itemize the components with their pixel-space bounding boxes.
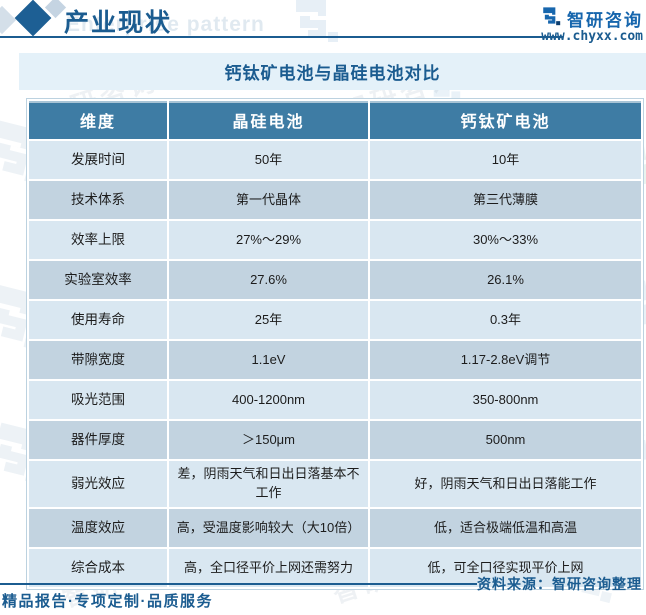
row-label: 弱光效应 [29,461,167,507]
perovskite-value: 第三代薄膜 [370,181,641,219]
table-title: 钙钛矿电池与晶硅电池对比 [224,64,441,83]
silicon-value: ＞150μm [169,421,368,459]
table-row: 使用寿命 25年 0.3年 [29,301,641,339]
perovskite-value: 26.1% [370,261,641,299]
perovskite-value: 0.3年 [370,301,641,339]
table-row: 器件厚度 ＞150μm 500nm [29,421,641,459]
table-header-row: 维度 晶硅电池 钙钛矿电池 [29,101,641,139]
header-watermark-text: Enterprise pattern [66,13,265,36]
row-label: 技术体系 [29,181,167,219]
page-title: 产业现状 [64,9,173,37]
header-divider [0,36,563,38]
row-label: 使用寿命 [29,301,167,339]
table-row: 温度效应 高，受温度影响较大（大10倍） 低，适合极端低温和高温 [29,509,641,547]
footer-divider [0,583,477,585]
row-label: 效率上限 [29,221,167,259]
data-source-note: 资料来源：智研咨询整理 [477,576,642,592]
table-row: 吸光范围 400-1200nm 350-800nm [29,381,641,419]
diamond-accent-left [0,5,17,35]
services-tagline: 精品报告·专项定制·品质服务 [2,593,213,610]
row-label: 带隙宽度 [29,341,167,379]
table-row: 效率上限 27%～29% 30%～33% [29,221,641,259]
silicon-value: 第一代晶体 [169,181,368,219]
perovskite-value: 350-800nm [370,381,641,419]
col-header-dimension: 维度 [29,101,167,139]
silicon-value: 25年 [169,301,368,339]
silicon-value: 50年 [169,141,368,179]
silicon-value: 1.1eV [169,341,368,379]
silicon-value: 高，全口径平价上网还需努力 [169,549,368,587]
row-label: 综合成本 [29,549,167,587]
silicon-value: 差，阴雨天气和日出日落基本不工作 [169,461,368,507]
header-bar: Enterprise pattern 产业现状 智研咨询 www.chyxx.c… [0,0,646,46]
row-label: 吸光范围 [29,381,167,419]
silicon-value: 高，受温度影响较大（大10倍） [169,509,368,547]
row-label: 温度效应 [29,509,167,547]
perovskite-value: 低，适合极端低温和高温 [370,509,641,547]
perovskite-value: 1.17-2.8eV调节 [370,341,641,379]
row-label: 器件厚度 [29,421,167,459]
brand-name: 智研咨询 [567,10,643,30]
table-title-band: 钙钛矿电池与晶硅电池对比 [19,53,646,90]
silicon-value: 27.6% [169,261,368,299]
silicon-value: 400-1200nm [169,381,368,419]
table-row: 技术体系 第一代晶体 第三代薄膜 [29,181,641,219]
table-row: 实验室效率 27.6% 26.1% [29,261,641,299]
brand-logo: 智研咨询 [540,5,643,31]
perovskite-value: 500nm [370,421,641,459]
table-row: 发展时间 50年 10年 [29,141,641,179]
table-row: 弱光效应 差，阴雨天气和日出日落基本不工作 好，阴雨天气和日出日落能工作 [29,461,641,507]
col-header-silicon: 晶硅电池 [169,101,368,139]
col-header-perovskite: 钙钛矿电池 [370,101,641,139]
perovskite-value: 30%～33% [370,221,641,259]
website-link[interactable]: www.chyxx.com [541,29,643,44]
perovskite-value: 好，阴雨天气和日出日落能工作 [370,461,641,507]
silicon-value: 27%～29% [169,221,368,259]
brand-logo-icon [540,5,561,31]
row-label: 实验室效率 [29,261,167,299]
comparison-table: 维度 晶硅电池 钙钛矿电池 发展时间 50年 10年 技术体系 第一代晶体 第三… [26,98,644,590]
perovskite-value: 10年 [370,141,641,179]
table-row: 带隙宽度 1.1eV 1.17-2.8eV调节 [29,341,641,379]
row-label: 发展时间 [29,141,167,179]
